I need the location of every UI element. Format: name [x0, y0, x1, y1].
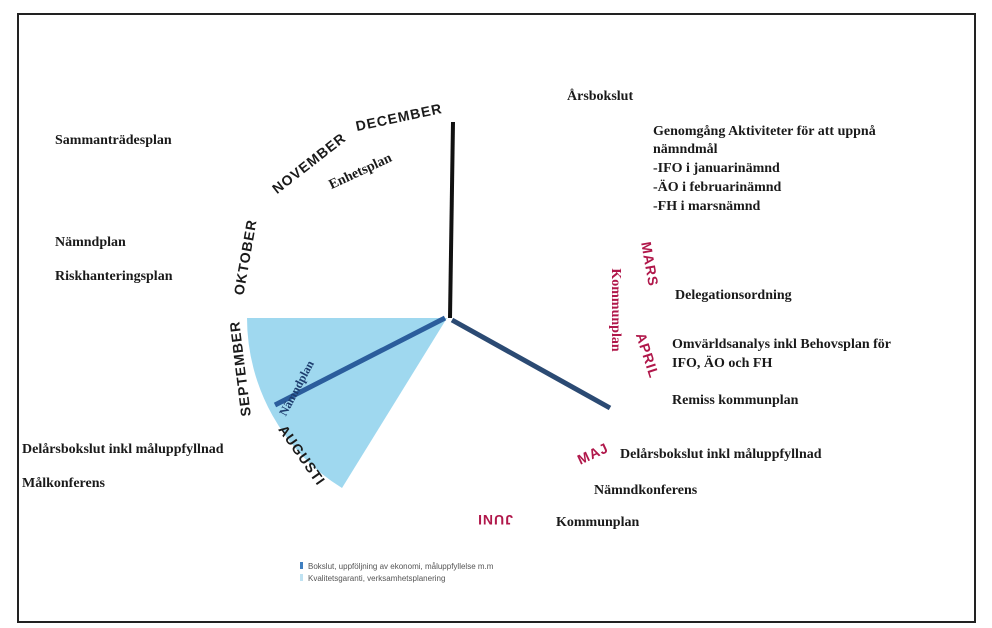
plan-label: Enhetsplan [327, 151, 395, 193]
note: Delårsbokslut inkl måluppfyllnad [22, 442, 224, 457]
legend-swatch [300, 574, 303, 581]
spoke [452, 320, 610, 408]
note: Nämndplan [55, 235, 126, 250]
right-notes: Årsbokslut Genomgång Aktiviteter för att… [556, 88, 891, 530]
month: APRIL [633, 331, 663, 381]
note: -FH i marsnämnd [653, 199, 761, 214]
note: nämndmål [653, 142, 718, 157]
note: Omvärldsanalys inkl Behovsplan för [672, 337, 891, 352]
note: Remiss kommunplan [672, 393, 799, 408]
note: Genomgång Aktiviteter för att uppnå [653, 124, 876, 139]
months: DECEMBER NOVEMBER OKTOBER SEPTEMBER AUGU… [226, 100, 662, 528]
legend: Bokslut, uppföljning av ekonomi, måluppf… [300, 562, 494, 583]
note: Målkonferens [22, 476, 106, 491]
note: Kommunplan [556, 515, 639, 530]
legend-swatch [300, 562, 303, 569]
left-notes: Sammanträdesplan Nämndplan Riskhantering… [22, 133, 224, 491]
frame [18, 14, 975, 622]
month: OKTOBER [231, 218, 260, 296]
note: Delegationsordning [675, 288, 792, 303]
plan-label: Kommunplan [608, 268, 623, 351]
note: IFO, ÄO och FH [672, 355, 772, 371]
legend-text: Bokslut, uppföljning av ekonomi, måluppf… [308, 562, 494, 571]
spoke [450, 122, 453, 318]
month: DECEMBER [354, 100, 444, 134]
note: Sammanträdesplan [55, 133, 172, 148]
note: Nämndkonferens [594, 483, 698, 498]
month: MAJ [575, 439, 611, 467]
note: -IFO i januarinämnd [653, 161, 780, 176]
diagram: DECEMBER NOVEMBER OKTOBER SEPTEMBER AUGU… [0, 0, 992, 628]
note: Riskhanteringsplan [55, 269, 173, 284]
note: Delårsbokslut inkl måluppfyllnad [620, 447, 822, 462]
note: -ÄO i februarinämnd [653, 179, 782, 195]
note: Årsbokslut [567, 88, 633, 104]
page: DECEMBER NOVEMBER OKTOBER SEPTEMBER AUGU… [0, 0, 992, 628]
month: JUNI [477, 512, 513, 528]
legend-text: Kvalitetsgaranti, verksamhetsplanering [308, 574, 445, 583]
month: MARS [638, 240, 662, 287]
